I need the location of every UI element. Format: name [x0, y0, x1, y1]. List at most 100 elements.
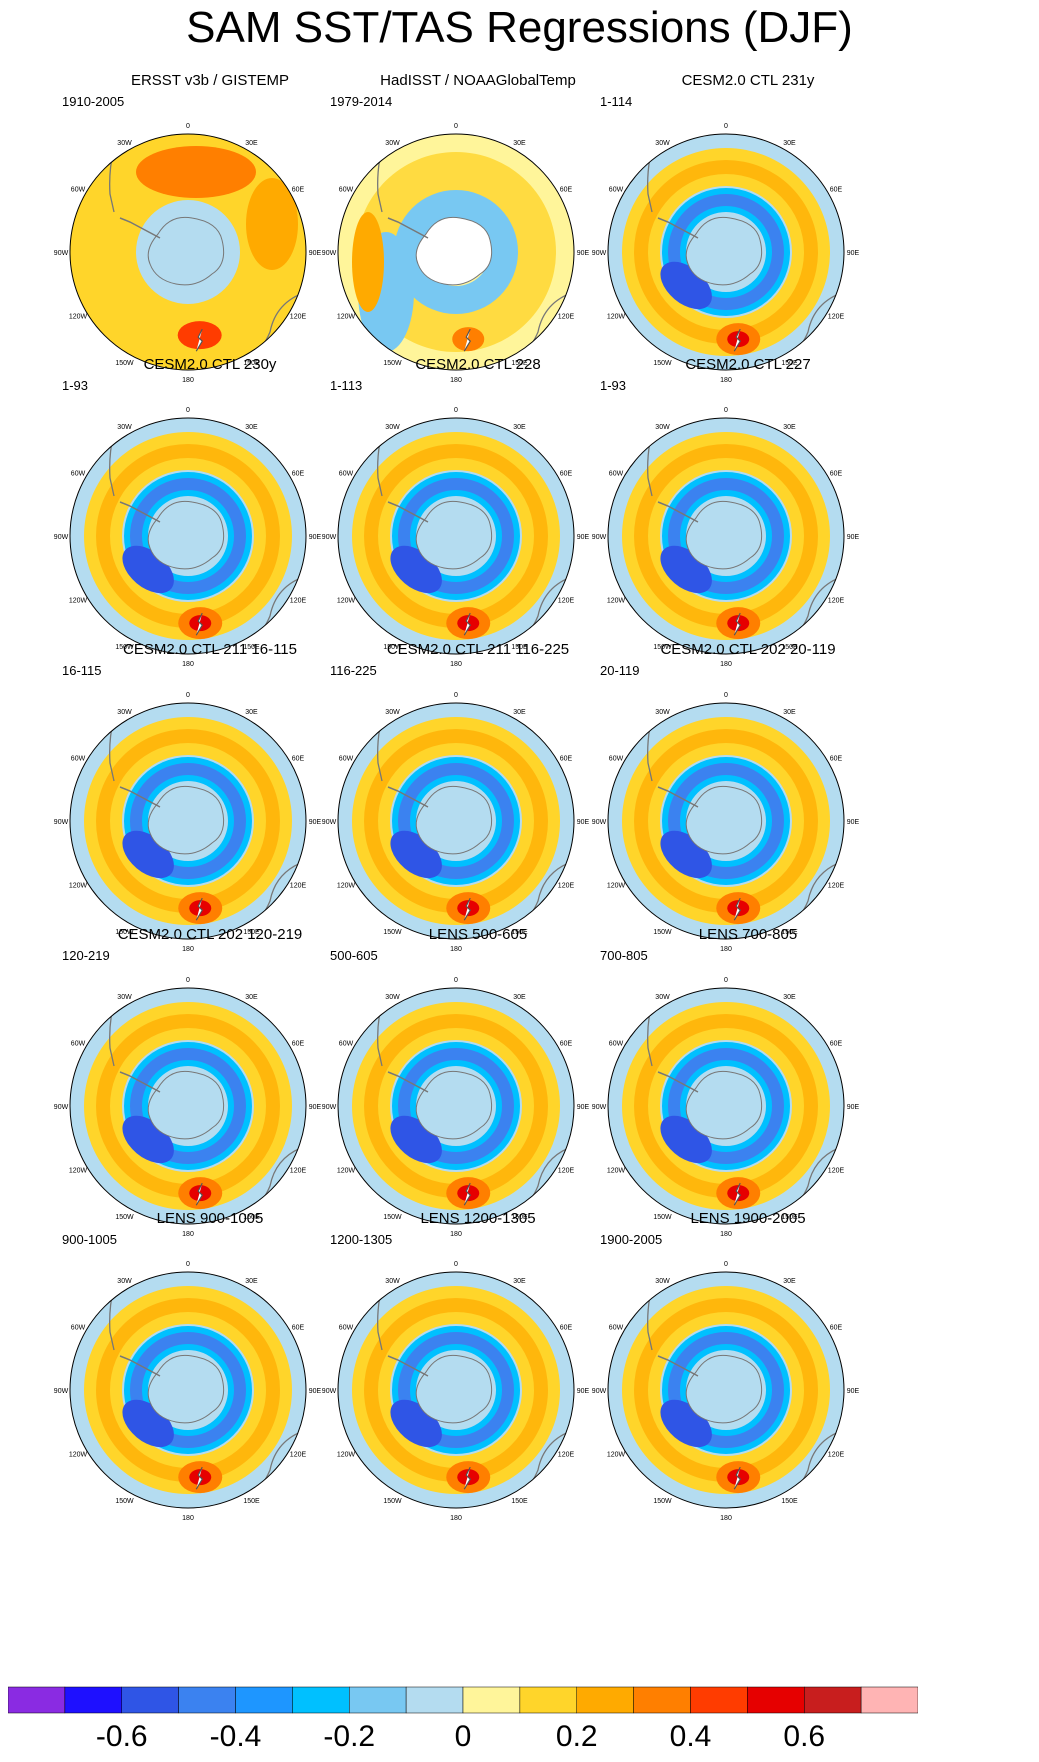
longitude-label: 0	[724, 692, 728, 699]
longitude-label: 150E	[781, 360, 798, 367]
positive-anomaly-band	[84, 1002, 292, 1210]
longitude-label: 30W	[385, 140, 400, 147]
positive-anomaly-band	[622, 432, 830, 640]
longitude-label: 30E	[513, 994, 526, 1001]
map-panel: CESM2.0 CTL 228 1-113 0 30E 60E 90E 120E 150E 18…	[318, 356, 638, 674]
cold-anomaly	[394, 189, 518, 315]
antarctica-landmass	[415, 216, 493, 286]
longitude-label: 60E	[560, 187, 573, 194]
longitude-label: 120E	[558, 314, 575, 321]
longitude-label: 150E	[511, 1214, 528, 1221]
longitude-label: 150W	[383, 644, 402, 651]
colorbar-tick-label: 0.2	[555, 1720, 598, 1753]
longitude-label: 30W	[385, 709, 400, 716]
positive-anomaly-band	[352, 717, 560, 925]
antarctic-peninsula	[119, 501, 161, 523]
longitude-label: 150E	[243, 360, 260, 367]
polar-map: 0 30E 60E 90E 120E 150E 180 150W 120W 90W 60W 30W	[54, 977, 322, 1238]
longitude-label: 30E	[245, 140, 258, 147]
longitude-label: 60E	[560, 1325, 573, 1332]
longitude-label: 90E	[309, 534, 322, 541]
figure-title: SAM SST/TAS Regressions (DJF)	[186, 3, 853, 52]
new-zealand	[463, 897, 472, 921]
new-zealand	[463, 612, 472, 636]
longitude-label: 60W	[609, 1325, 624, 1332]
polar-map: 0 30E 60E 90E 120E 150E 180 150W 120W 90W 60W 30W	[322, 1261, 590, 1522]
longitude-label: 150E	[781, 929, 798, 936]
antarctica-landmass	[415, 500, 493, 570]
panel-year-range: 700-805	[600, 948, 648, 963]
longitude-label: 60E	[830, 187, 843, 194]
longitude-label: 60E	[292, 471, 305, 478]
new-zealand	[463, 1182, 472, 1206]
longitude-label: 0	[724, 1261, 728, 1268]
polar-map: 0 30E 60E 90E 120E 150E 180 150W 120W 90W 60W 30W	[54, 123, 322, 384]
longitude-label: 150W	[653, 644, 672, 651]
map-border	[607, 417, 845, 655]
positive-anomaly-band	[352, 432, 560, 640]
longitude-label: 150E	[781, 1214, 798, 1221]
longitude-label: 30W	[655, 1278, 670, 1285]
longitude-label: 30E	[245, 424, 258, 431]
longitude-label: 120W	[337, 314, 356, 321]
longitude-label: 150W	[115, 929, 134, 936]
new-zealand	[733, 897, 742, 921]
longitude-label: 120E	[290, 1452, 307, 1459]
longitude-label: 90W	[54, 1388, 69, 1395]
longitude-label: 90W	[322, 534, 337, 541]
longitude-label: 150W	[653, 1498, 672, 1505]
antarctica-landmass	[685, 785, 763, 855]
colorbar-swatch	[804, 1686, 862, 1714]
panel-title: LENS 900-1005	[156, 1210, 264, 1227]
polar-map: 0 30E 60E 90E 120E 150E 180 150W 120W 90W 60W 30W	[592, 1261, 860, 1522]
map-panel: LENS 500-605 500-605 0 30E 60E 90E 120E 150E 180…	[318, 926, 638, 1244]
longitude-label: 30E	[783, 709, 796, 716]
longitude-label: 180	[182, 1515, 194, 1522]
longitude-label: 150E	[243, 1498, 260, 1505]
longitude-label: 0	[724, 123, 728, 130]
longitude-label: 60W	[339, 471, 354, 478]
polar-map: 0 30E 60E 90E 120E 150E 180 150W 120W 90W 60W 30W	[322, 123, 590, 384]
longitude-label: 60W	[339, 1325, 354, 1332]
positive-anomaly-band	[352, 1002, 560, 1210]
map-border	[69, 1271, 307, 1509]
longitude-label: 150W	[383, 1498, 402, 1505]
longitude-label: 60W	[71, 187, 86, 194]
new-zealand	[733, 1182, 742, 1206]
antarctic-peninsula	[657, 501, 699, 523]
longitude-label: 150E	[511, 644, 528, 651]
longitude-label: 90E	[847, 1388, 860, 1395]
longitude-label: 90E	[577, 819, 590, 826]
longitude-label: 120W	[607, 1168, 626, 1175]
longitude-label: 120E	[290, 314, 307, 321]
longitude-label: 90W	[54, 250, 69, 257]
antarctica-landmass	[147, 1354, 225, 1424]
longitude-label: 120W	[69, 598, 88, 605]
longitude-label: 120E	[558, 598, 575, 605]
longitude-label: 60E	[292, 187, 305, 194]
antarctica-landmass	[147, 1070, 225, 1140]
longitude-label: 150E	[511, 1498, 528, 1505]
longitude-label: 90W	[592, 819, 607, 826]
longitude-label: 30W	[655, 140, 670, 147]
panel-title: CESM2.0 CTL 231y	[681, 72, 815, 89]
map-border	[337, 1271, 575, 1509]
positive-anomaly-band	[622, 148, 830, 356]
longitude-label: 90E	[577, 1388, 590, 1395]
longitude-label: 90W	[592, 1104, 607, 1111]
colorbar-swatch	[121, 1686, 179, 1714]
longitude-label: 30E	[783, 1278, 796, 1285]
polar-map: 0 30E 60E 90E 120E 150E 180 150W 120W 90W 60W 30W	[592, 977, 860, 1238]
colorbar-swatch	[349, 1686, 407, 1714]
longitude-label: 120E	[290, 883, 307, 890]
colorbar-tick-label: -0.4	[209, 1720, 262, 1753]
longitude-label: 180	[182, 377, 194, 384]
longitude-label: 150W	[653, 929, 672, 936]
antarctic-peninsula	[387, 786, 429, 808]
antarctic-peninsula	[657, 217, 699, 239]
longitude-label: 60E	[830, 1325, 843, 1332]
new-zealand	[195, 1466, 204, 1490]
longitude-label: 120E	[828, 314, 845, 321]
longitude-label: 30W	[385, 1278, 400, 1285]
longitude-label: 90W	[54, 1104, 69, 1111]
